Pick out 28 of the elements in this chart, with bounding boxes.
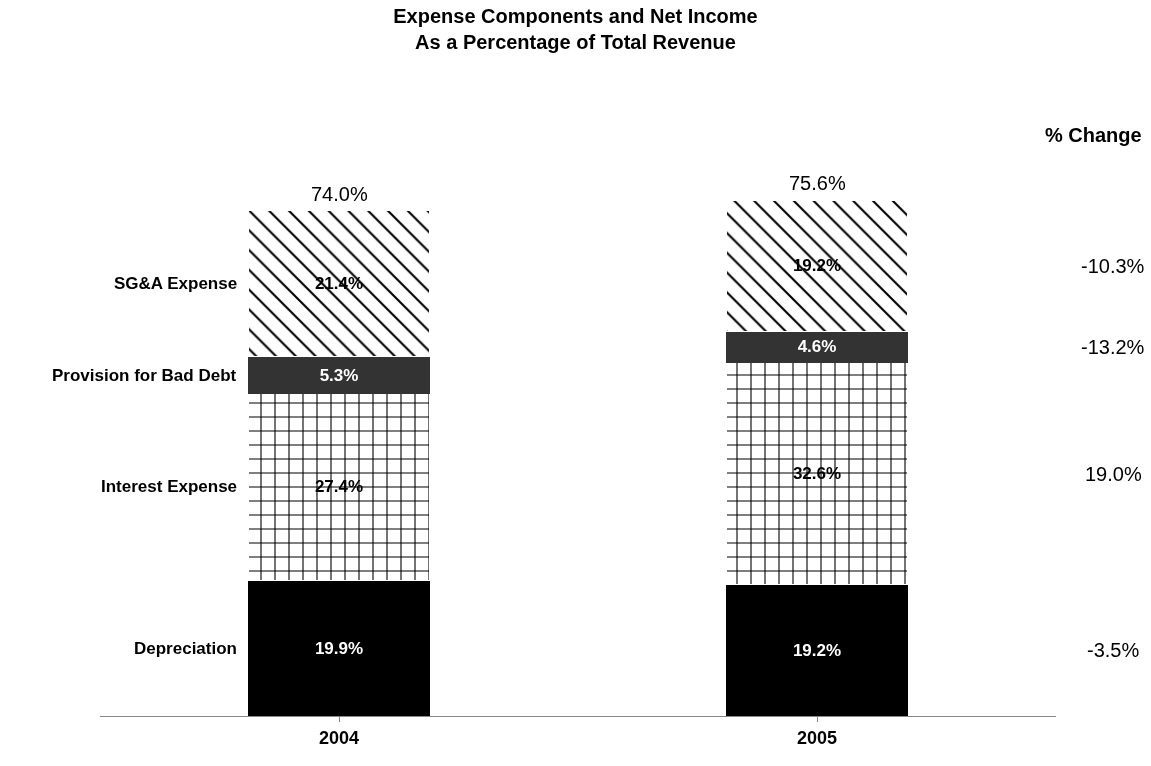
data-label: 19.9% bbox=[314, 638, 364, 658]
bar bbox=[247, 392, 431, 581]
bar bbox=[725, 584, 909, 716]
bar bbox=[247, 210, 431, 358]
series-label: Depreciation bbox=[134, 639, 237, 658]
text: % Change bbox=[1045, 124, 1142, 146]
data-label: 19.2% bbox=[792, 640, 842, 660]
data-label: 4.6% bbox=[797, 337, 837, 357]
text: 19.0% bbox=[1085, 463, 1142, 485]
bar bbox=[247, 579, 431, 716]
data-label: 32.6% bbox=[792, 464, 842, 484]
text: -13.2% bbox=[1081, 336, 1145, 358]
series-label: Interest Expense bbox=[101, 477, 238, 496]
data-label: 5.3% bbox=[319, 365, 359, 385]
total-label: 74.0% bbox=[311, 183, 368, 205]
data-label: 27.4% bbox=[314, 477, 364, 497]
total-label: 75.6% bbox=[789, 172, 846, 194]
series-label: Provision for Bad Debt bbox=[52, 366, 237, 385]
text: -10.3% bbox=[1081, 255, 1145, 277]
bar bbox=[725, 330, 909, 363]
bar bbox=[725, 200, 909, 332]
bar bbox=[247, 356, 431, 394]
series-label: SG&A Expense bbox=[114, 274, 238, 293]
chart-title: Expense Components and Net Income As a Percentage of Total Revenue bbox=[393, 4, 758, 53]
text: -3.5% bbox=[1087, 639, 1140, 661]
x-tick-label: 2004 bbox=[318, 727, 360, 748]
x-tick-label: 2005 bbox=[796, 727, 838, 748]
bar bbox=[725, 361, 909, 586]
